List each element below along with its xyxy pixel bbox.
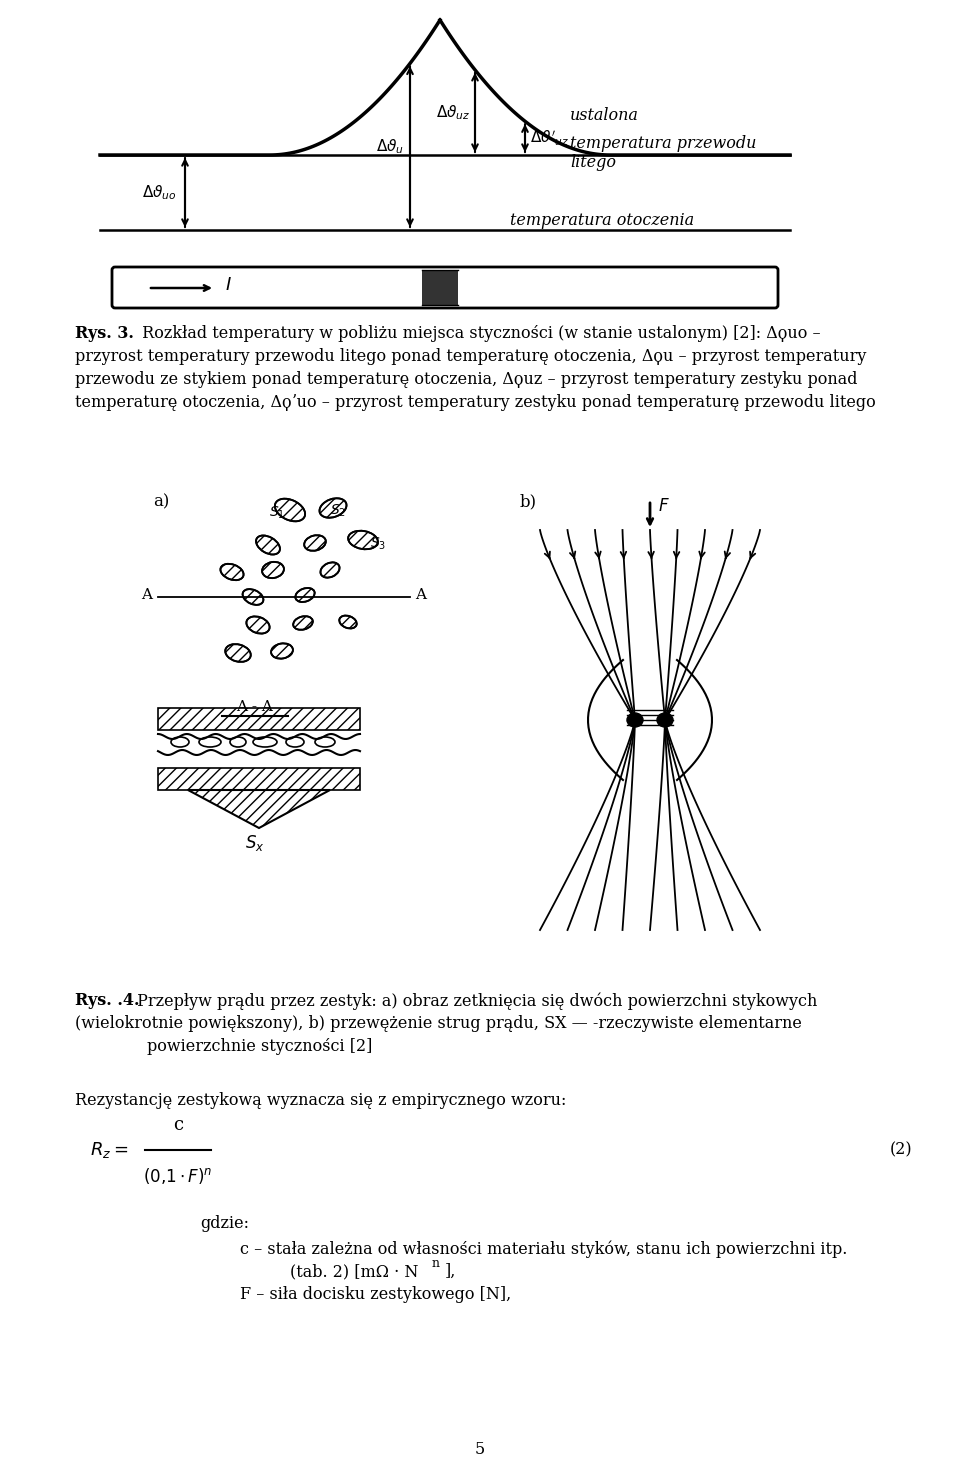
Text: $R_z =$: $R_z =$ (90, 1140, 129, 1161)
Text: Rozkład temperatury w pobliżu miejsca styczności (w stanie ustalonym) [2]: Δϙuo : Rozkład temperatury w pobliżu miejsca st… (137, 325, 821, 342)
Text: przewodu ze stykiem ponad temperaturę otoczenia, Δϙuz – przyrost temperatury zes: przewodu ze stykiem ponad temperaturę ot… (75, 372, 857, 388)
Text: A: A (141, 588, 152, 602)
Text: (tab. 2) [mΩ · N: (tab. 2) [mΩ · N (290, 1263, 419, 1279)
Text: c: c (173, 1116, 183, 1134)
Text: $S_x$: $S_x$ (245, 833, 265, 853)
Ellipse shape (262, 563, 284, 579)
Text: $I$: $I$ (225, 276, 231, 294)
Text: ],: ], (445, 1263, 456, 1279)
Ellipse shape (271, 643, 293, 658)
Ellipse shape (199, 737, 221, 748)
FancyBboxPatch shape (422, 270, 458, 306)
Ellipse shape (296, 588, 315, 602)
Bar (158, 708, 360, 730)
Text: temperatura przewodu: temperatura przewodu (570, 135, 756, 151)
Text: $\Delta\vartheta_{u}$: $\Delta\vartheta_{u}$ (376, 138, 404, 156)
Text: Rezystancję zestykową wyznacza się z empirycznego wzoru:: Rezystancję zestykową wyznacza się z emp… (75, 1091, 566, 1109)
FancyBboxPatch shape (112, 267, 778, 308)
Text: n: n (432, 1257, 440, 1271)
Text: litego: litego (570, 153, 616, 170)
Text: F – siła docisku zestykowego [N],: F – siła docisku zestykowego [N], (240, 1285, 512, 1303)
Ellipse shape (221, 564, 244, 580)
Ellipse shape (253, 737, 277, 748)
Text: temperaturę otoczenia, Δϙʼuo – przyrost temperatury zestyku ponad temperaturę pr: temperaturę otoczenia, Δϙʼuo – przyrost … (75, 394, 876, 411)
Text: (wielokrotnie powiększony), b) przewężenie strug prądu, SX — -rzeczywiste elemen: (wielokrotnie powiększony), b) przewężen… (75, 1015, 802, 1033)
Text: Rys. .4.: Rys. .4. (75, 992, 139, 1009)
Text: $(0{,}1\cdot F)^n$: $(0{,}1\cdot F)^n$ (143, 1166, 213, 1185)
Text: gdzie:: gdzie: (200, 1215, 249, 1232)
Ellipse shape (315, 737, 335, 748)
Text: Rys. 3.: Rys. 3. (75, 325, 133, 342)
Text: ustalona: ustalona (570, 106, 638, 123)
Ellipse shape (171, 737, 189, 748)
Polygon shape (188, 790, 330, 829)
Bar (158, 768, 360, 790)
Ellipse shape (243, 589, 263, 605)
Text: powierzchnie styczności [2]: powierzchnie styczności [2] (147, 1039, 372, 1055)
Text: przyrost temperatury przewodu litego ponad temperaturę otoczenia, Δϙu – przyrost: przyrost temperatury przewodu litego pon… (75, 348, 866, 364)
Ellipse shape (627, 712, 643, 727)
Ellipse shape (275, 498, 305, 521)
Ellipse shape (256, 536, 280, 554)
Text: $F$: $F$ (658, 498, 670, 516)
Ellipse shape (286, 737, 304, 748)
Text: temperatura otoczenia: temperatura otoczenia (510, 212, 694, 229)
Text: a): a) (153, 494, 169, 510)
Ellipse shape (321, 563, 340, 577)
Text: $S_1$: $S_1$ (269, 505, 285, 521)
Text: b): b) (520, 494, 538, 510)
Text: A: A (415, 588, 426, 602)
Ellipse shape (226, 643, 251, 663)
Text: (2): (2) (890, 1141, 913, 1159)
Ellipse shape (320, 498, 347, 517)
Ellipse shape (247, 617, 270, 633)
Text: A - A: A - A (236, 701, 274, 714)
Text: $\Delta\vartheta_{uo}$: $\Delta\vartheta_{uo}$ (142, 184, 177, 201)
Ellipse shape (339, 616, 357, 629)
Ellipse shape (293, 616, 313, 630)
Text: c – stała zależna od własności materiału styków, stanu ich powierzchni itp.: c – stała zależna od własności materiału… (240, 1240, 848, 1257)
Ellipse shape (348, 530, 378, 549)
Ellipse shape (304, 535, 325, 551)
Text: $S_3$: $S_3$ (370, 536, 386, 552)
Text: Przepływ prądu przez zestyk: a) obraz zetknięcia się dwóch powierzchni stykowych: Przepływ prądu przez zestyk: a) obraz ze… (132, 992, 817, 1009)
Text: $\Delta\vartheta'_{uz}$: $\Delta\vartheta'_{uz}$ (530, 128, 569, 148)
Text: 5: 5 (475, 1441, 485, 1459)
Text: $\Delta\vartheta_{uz}$: $\Delta\vartheta_{uz}$ (436, 103, 470, 122)
Text: $S_2$: $S_2$ (330, 502, 346, 520)
Ellipse shape (230, 737, 246, 748)
Ellipse shape (657, 712, 673, 727)
